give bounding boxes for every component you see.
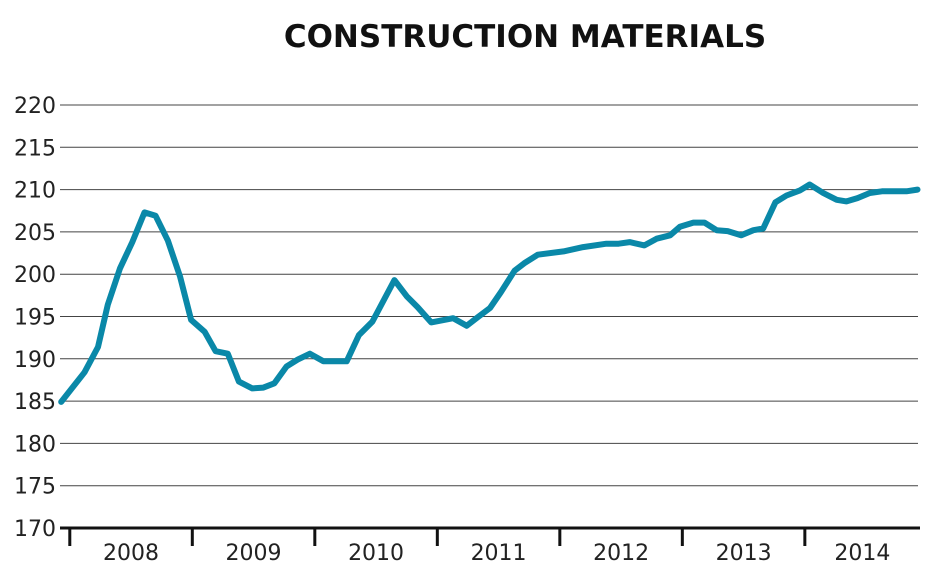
gridlines	[60, 104, 918, 487]
x-tick-label: 2010	[348, 541, 404, 566]
x-tick-label: 2014	[834, 541, 890, 566]
y-tick-label: 200	[14, 263, 56, 288]
x-tick-label: 2011	[471, 541, 527, 566]
y-tick-label: 215	[14, 136, 56, 161]
x-axis: 2008 2009 2010 2011 2012 2013 2014	[60, 526, 920, 566]
y-tick-label: 170	[14, 517, 56, 542]
x-tick-label: 2013	[716, 541, 772, 566]
y-tick-label: 220	[14, 94, 56, 119]
y-axis: 170 175 180 185 190 195 200 205 210 215 220	[14, 94, 56, 542]
x-tick-label: 2008	[103, 541, 159, 566]
y-tick-label: 195	[14, 306, 56, 331]
y-tick-label: 175	[14, 475, 56, 500]
series-line	[58, 181, 921, 405]
y-tick-label: 205	[14, 221, 56, 246]
y-tick-label: 180	[14, 432, 56, 457]
chart-title: CONSTRUCTION MATERIALS	[284, 19, 766, 55]
y-tick-label: 185	[14, 390, 56, 415]
x-tick-label: 2009	[226, 541, 282, 566]
series	[58, 181, 921, 405]
y-tick-label: 210	[14, 179, 56, 204]
x-tick-label: 2012	[593, 541, 649, 566]
y-tick-label: 190	[14, 348, 56, 373]
